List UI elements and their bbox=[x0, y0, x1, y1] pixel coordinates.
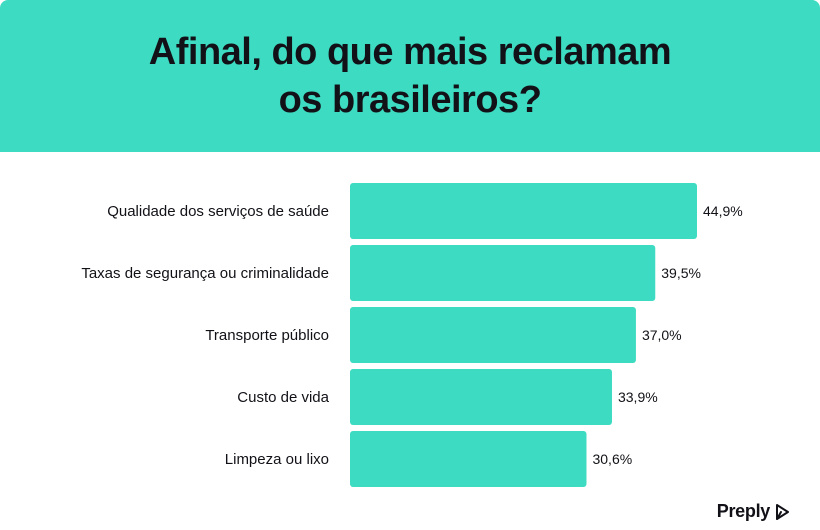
brand-name: Preply bbox=[716, 501, 771, 521]
bar-1 bbox=[350, 245, 656, 301]
category-label-0: Qualidade dos serviços de saúde bbox=[107, 203, 329, 220]
bar-0 bbox=[350, 183, 697, 239]
value-label-1: 39,5% bbox=[661, 265, 701, 281]
category-label-3: Custo de vida bbox=[237, 389, 329, 406]
chart-title: Afinal, do que mais reclamam os brasilei… bbox=[0, 28, 820, 124]
value-label-2: 37,0% bbox=[642, 327, 682, 343]
brand-logo: Preply bbox=[717, 501, 792, 522]
title-line-1: Afinal, do que mais reclamam bbox=[148, 31, 672, 73]
value-label-4: 30,6% bbox=[592, 451, 632, 467]
category-label-2: Transporte público bbox=[205, 327, 329, 344]
bar-4 bbox=[350, 431, 587, 487]
category-label-1: Taxas de segurança ou criminalidade bbox=[81, 265, 329, 282]
preply-logo-icon bbox=[776, 503, 789, 520]
value-label-3: 33,9% bbox=[618, 389, 658, 405]
bar-2 bbox=[350, 307, 636, 363]
bar-3 bbox=[350, 369, 612, 425]
category-label-4: Limpeza ou lixo bbox=[225, 451, 329, 468]
title-line-2: os brasileiros? bbox=[278, 79, 542, 121]
header-banner: Afinal, do que mais reclamam os brasilei… bbox=[0, 0, 820, 152]
value-label-0: 44,9% bbox=[703, 203, 743, 219]
bar-chart: Qualidade dos serviços de saúde 44,9% Taxa… bbox=[81, 183, 743, 487]
